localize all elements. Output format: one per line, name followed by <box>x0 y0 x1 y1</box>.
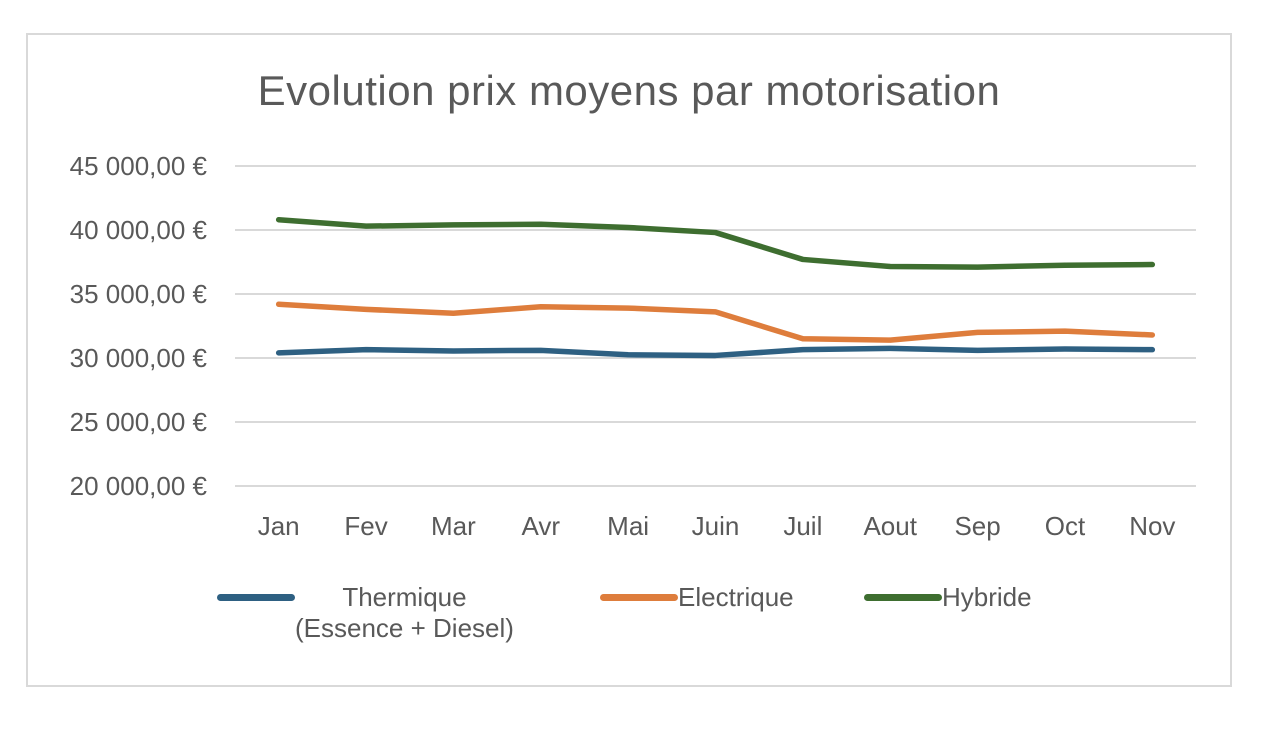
x-axis-tick-label: Fev <box>344 511 388 541</box>
x-axis-tick-label: Oct <box>1044 511 1086 541</box>
series-line-thermique <box>275 345 1156 359</box>
y-axis-tick-label: 35 000,00 € <box>69 279 207 309</box>
y-axis-tick-label: 25 000,00 € <box>69 407 207 437</box>
y-axis-tick-label: 45 000,00 € <box>69 151 207 181</box>
chart-panel <box>26 33 1232 687</box>
y-axis-tick-label: 40 000,00 € <box>69 215 207 245</box>
legend-line-swatch <box>600 594 678 601</box>
x-axis-tick-label: Nov <box>1129 511 1176 541</box>
x-axis-tick-label: Mai <box>607 511 650 541</box>
legend-line-swatch <box>217 594 295 601</box>
legend-line-swatch <box>864 594 942 601</box>
x-axis-tick-label: Jan <box>257 511 300 541</box>
x-axis-tick-label: Sep <box>954 511 1001 541</box>
legend-label: Hybride <box>942 582 1032 612</box>
legend-label: Thermique (Essence + Diesel) <box>295 582 514 643</box>
x-axis-tick-label: Juin <box>691 511 740 541</box>
x-axis-tick-label: Avr <box>521 511 561 541</box>
series-line-hybride <box>275 217 1156 270</box>
legend-item-electrique: Electrique <box>600 582 794 613</box>
legend-label: Electrique <box>678 582 794 612</box>
legend-item-thermique: Thermique (Essence + Diesel) <box>217 582 514 644</box>
x-axis-tick-label: Mar <box>431 511 476 541</box>
y-axis-tick-label: 20 000,00 € <box>69 471 207 501</box>
x-axis-tick-label: Juil <box>783 511 823 541</box>
chart-title: Evolution prix moyens par motorisation <box>257 67 1001 114</box>
x-axis-tick-label: Aout <box>863 511 917 541</box>
series-line-electrique <box>275 301 1156 343</box>
y-axis-tick-label: 30 000,00 € <box>69 343 207 373</box>
legend-item-hybride: Hybride <box>864 582 1032 613</box>
